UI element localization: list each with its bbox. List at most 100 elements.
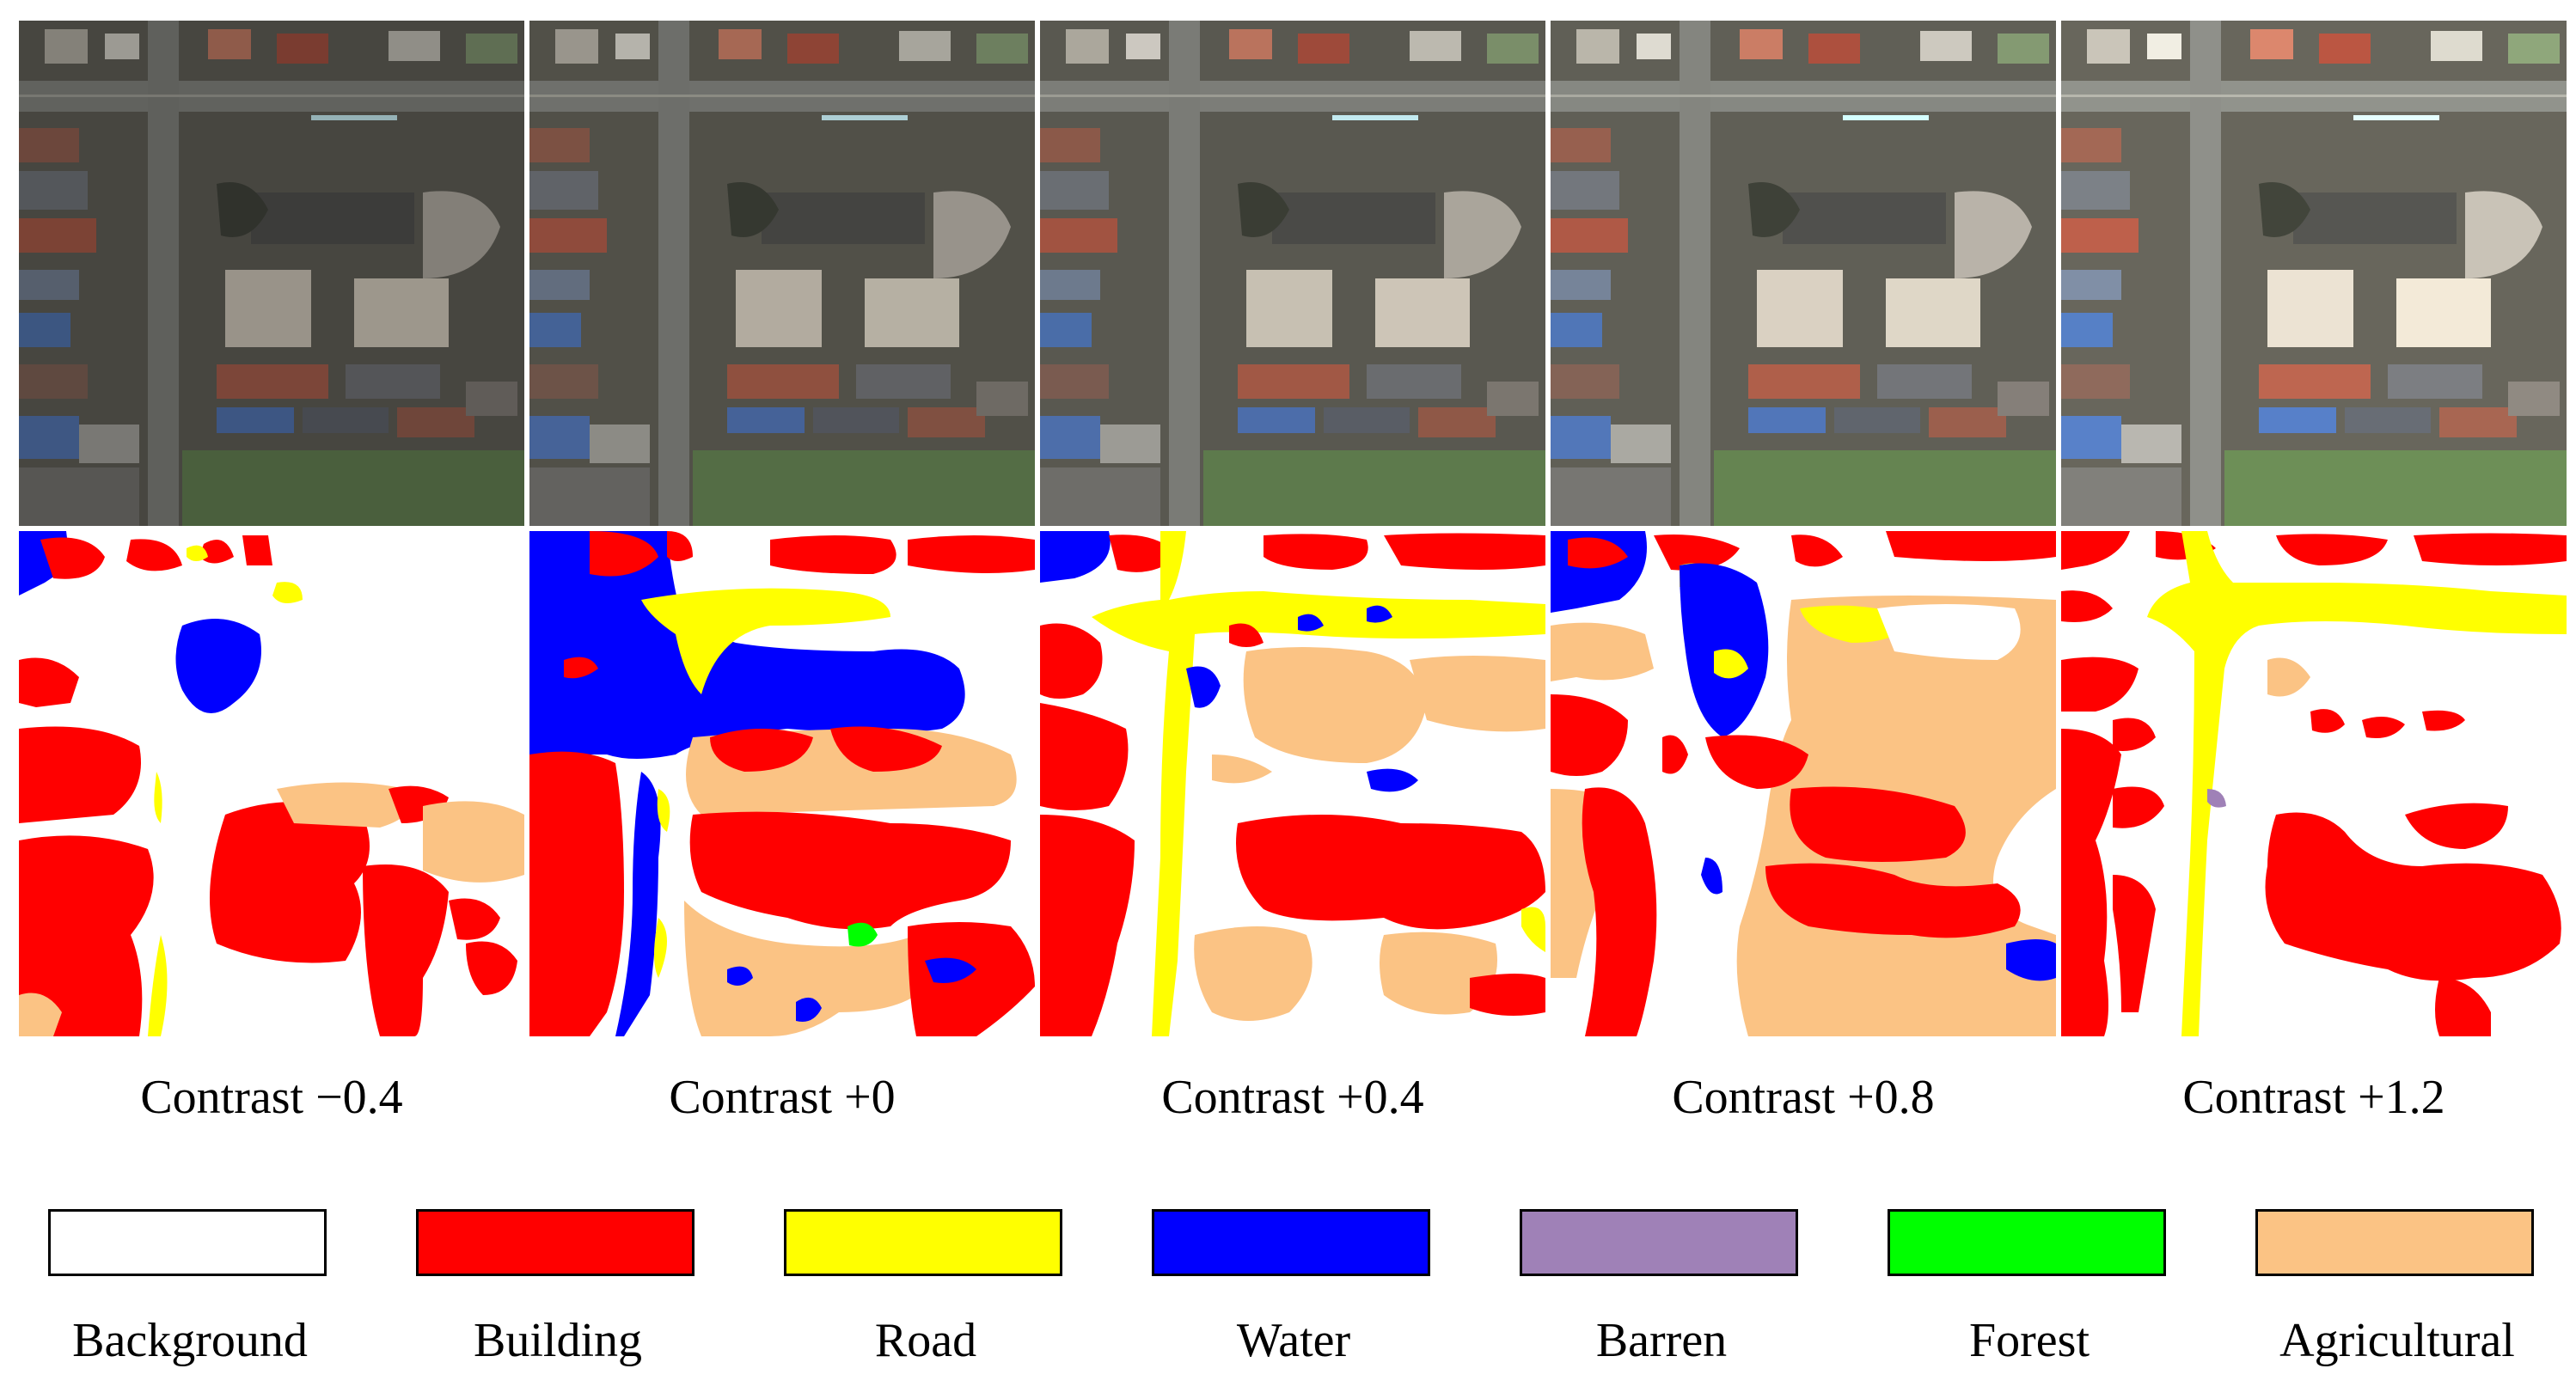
canopy-strip (1332, 115, 1418, 120)
water-region (1367, 768, 1418, 792)
building (1920, 31, 1972, 61)
building (1066, 29, 1109, 64)
panel-caption: Contrast −0.4 (140, 1071, 403, 1124)
agricultural-region (1410, 656, 1545, 732)
building (2508, 382, 2560, 416)
building (529, 128, 590, 162)
legend-swatch (2255, 1209, 2534, 1276)
segmentation-map (1040, 531, 1545, 1036)
lane-mark (1551, 95, 2056, 97)
building (2508, 34, 2560, 64)
building (529, 270, 590, 300)
road-region (654, 918, 667, 978)
legend-label: Barren (1595, 1314, 1728, 1367)
building (976, 382, 1028, 416)
building-region (2310, 709, 2345, 733)
agricultural-region (1243, 647, 1427, 763)
building (1444, 191, 1521, 278)
building-region (1568, 537, 1628, 569)
legend-swatch (1888, 1209, 2166, 1276)
building (1551, 313, 1602, 347)
building (1238, 407, 1315, 433)
road-region (148, 935, 168, 1036)
building (1551, 128, 1611, 162)
building-region (1264, 534, 1368, 570)
aerial-image (1040, 21, 1545, 526)
building (1808, 34, 1860, 64)
road-vertical (658, 21, 689, 526)
building (529, 171, 598, 210)
building-region (2061, 729, 2121, 1036)
building (1551, 218, 1628, 253)
building-region (667, 531, 693, 561)
building (277, 34, 328, 64)
building (590, 425, 650, 463)
building (1367, 364, 1461, 399)
building (1955, 191, 2032, 278)
building-region (449, 898, 500, 940)
building (2061, 416, 2121, 459)
building-region (529, 751, 624, 1036)
building (1748, 407, 1826, 433)
building (19, 128, 79, 162)
building-region (770, 535, 896, 574)
panel-column: Contrast −0.4 (19, 21, 524, 1124)
building-region (689, 811, 1011, 930)
segmentation-map-svg (1040, 531, 1545, 1036)
building (1040, 128, 1100, 162)
building (1757, 270, 1843, 347)
legend-swatch (48, 1209, 327, 1276)
building (2259, 364, 2371, 399)
building (1748, 364, 1860, 399)
building (1783, 192, 1946, 244)
building (1877, 364, 1972, 399)
building (1040, 171, 1109, 210)
road-region (272, 582, 303, 603)
aerial-scene (2061, 21, 2567, 526)
building (1100, 425, 1160, 463)
building-region (2061, 590, 2113, 622)
agricultural-region (1212, 754, 1272, 784)
building (19, 171, 88, 210)
building (397, 407, 474, 437)
aerial-image (529, 21, 1035, 526)
building (466, 382, 517, 416)
building (1929, 407, 2006, 437)
building-region (19, 657, 79, 707)
building (423, 191, 500, 278)
building-region (242, 535, 272, 565)
legend: Background Building Road Water Barren Fo… (0, 1199, 2576, 1399)
building (933, 191, 1011, 278)
parking-area (2259, 182, 2310, 237)
building (19, 364, 88, 399)
water-region (925, 957, 976, 983)
segmentation-map-svg (1551, 531, 2056, 1036)
building-region (1705, 735, 1808, 789)
building (466, 34, 517, 64)
water-region (1701, 858, 1722, 895)
building (529, 218, 607, 253)
building-region (908, 535, 1035, 573)
building-region (590, 531, 658, 577)
building (2121, 425, 2181, 463)
legend-item: Forest (1888, 1199, 2171, 1388)
panel-caption: Contrast +0 (669, 1071, 896, 1124)
building-region (710, 729, 813, 772)
road-vertical (1680, 21, 1710, 526)
water-region (1186, 666, 1221, 708)
building-region (2435, 978, 2491, 1036)
building (615, 34, 650, 59)
building (1324, 407, 1410, 433)
building-region (2405, 803, 2508, 849)
road-region (1092, 531, 1545, 1036)
road-region (154, 772, 162, 823)
segmentation-map-svg (529, 531, 1035, 1036)
building (762, 192, 925, 244)
agricultural-region (1194, 926, 1312, 1021)
road-region (641, 588, 890, 694)
building-region (2113, 718, 2156, 751)
building (976, 34, 1028, 64)
water-region (796, 997, 822, 1022)
building (1238, 364, 1349, 399)
building (865, 278, 959, 347)
